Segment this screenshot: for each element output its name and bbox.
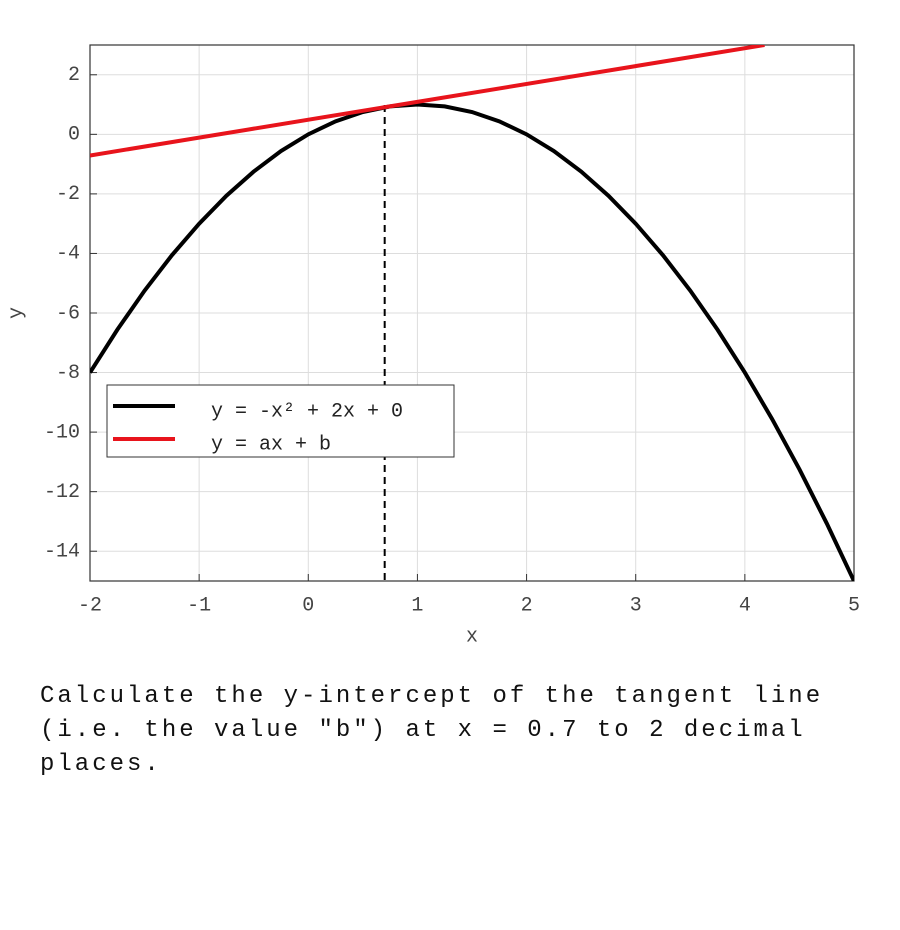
chart: x y -2 -1 0 1 2 3 4 520-2-4-6-8-10-12-14y = -x²…	[5, 44, 860, 648]
series-line	[90, 45, 765, 158]
y-tick-label: -12	[44, 481, 80, 504]
y-tick-label: -10	[44, 421, 80, 444]
x-tick-label: 0	[302, 594, 314, 617]
x-tick-label: 3	[630, 594, 642, 617]
y-tick-label: -4	[56, 243, 80, 266]
y-tick-label: -6	[56, 302, 80, 325]
x-tick-label: 4	[739, 594, 751, 617]
y-tick-label: -14	[44, 541, 80, 564]
legend-label: y = ax + b	[211, 433, 331, 456]
x-tick-label: 5	[848, 594, 860, 617]
legend-box	[106, 384, 455, 458]
series-line	[90, 102, 854, 581]
x-tick-label: -2	[78, 594, 102, 617]
y-tick-label: 0	[68, 124, 80, 147]
y-tick-label: -2	[56, 183, 80, 206]
x-tick-label: 1	[411, 594, 423, 617]
x-axis-label: x	[466, 625, 478, 648]
y-tick-label: 2	[68, 64, 80, 87]
y-tick-label: -8	[56, 362, 80, 385]
legend-label: y = -x² + 2x + 0	[211, 400, 403, 423]
y-axis-label: y	[5, 307, 28, 319]
series-group	[90, 45, 854, 581]
question: Calculate the y-intercept of the tangent…	[40, 683, 824, 778]
plot-frame	[89, 44, 855, 582]
x-tick-label: -1	[187, 594, 211, 617]
x-tick-label: 2	[521, 594, 533, 617]
